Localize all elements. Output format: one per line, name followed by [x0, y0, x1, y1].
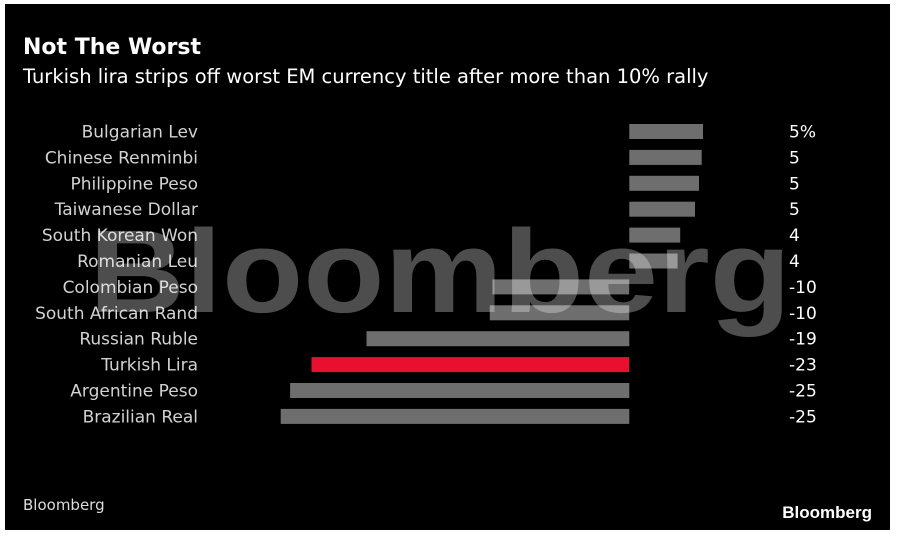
- bar-taiwanese-dollar: [629, 201, 695, 217]
- bars-group: [280, 124, 703, 424]
- category-label: Taiwanese Dollar: [54, 200, 198, 220]
- category-label: South Korean Won: [42, 226, 198, 246]
- value-label: 5: [789, 148, 800, 168]
- value-label: 4: [789, 252, 800, 272]
- bar-chart: Bulgarian Lev Chinese Renminbi Philippine …: [35, 123, 817, 428]
- bar-turkish-lira: [311, 357, 630, 373]
- value-label: -25: [789, 382, 817, 402]
- bar-bulgarian-lev: [629, 124, 703, 139]
- category-label: Brazilian Real: [83, 407, 198, 427]
- category-label: Philippine Peso: [71, 174, 199, 194]
- bar-philippine-peso: [629, 175, 699, 191]
- category-label: Romanian Leu: [77, 252, 198, 272]
- watermark-logo: Bloomberg: [89, 206, 791, 338]
- bar-romanian-leu: [629, 253, 678, 269]
- value-label: -10: [789, 278, 817, 298]
- value-labels-group: 5% 5 5 5 4 4 -10 -10 -19 -23 -25 -25: [789, 123, 817, 428]
- category-label: Colombian Peso: [63, 278, 198, 298]
- category-label: Bulgarian Lev: [82, 123, 198, 143]
- chart-subtitle: Turkish lira strips off worst EM currenc…: [23, 65, 709, 88]
- category-label: Argentine Peso: [70, 382, 198, 402]
- bar-argentine-peso: [290, 383, 630, 398]
- value-label: -25: [789, 407, 817, 427]
- bloomberg-logo: Bloomberg: [782, 503, 872, 522]
- bar-russian-ruble: [366, 331, 630, 347]
- value-label: -19: [789, 330, 817, 350]
- category-label: Turkish Lira: [100, 356, 198, 376]
- chart-title: Not The Worst: [23, 35, 202, 60]
- category-label: Chinese Renminbi: [45, 148, 198, 168]
- source-note: Bloomberg: [23, 496, 105, 514]
- value-label: 5%: [789, 123, 816, 143]
- bar-colombian-peso: [492, 279, 630, 295]
- category-labels-group: Bulgarian Lev Chinese Renminbi Philippine …: [35, 123, 198, 428]
- bar-brazilian-real: [280, 408, 630, 424]
- bar-chinese-renminbi: [629, 149, 702, 165]
- category-label: South African Rand: [35, 304, 198, 324]
- value-label: -23: [789, 356, 817, 376]
- value-label: 4: [789, 226, 800, 246]
- value-label: 5: [789, 200, 800, 220]
- category-label: Russian Ruble: [79, 330, 198, 350]
- value-label: -10: [789, 304, 817, 324]
- value-label: 5: [789, 174, 800, 194]
- bar-south-korean-won: [629, 227, 681, 243]
- chart-panel: Not The Worst Turkish lira strips off wo…: [5, 4, 890, 530]
- bar-south-african-rand: [489, 305, 630, 321]
